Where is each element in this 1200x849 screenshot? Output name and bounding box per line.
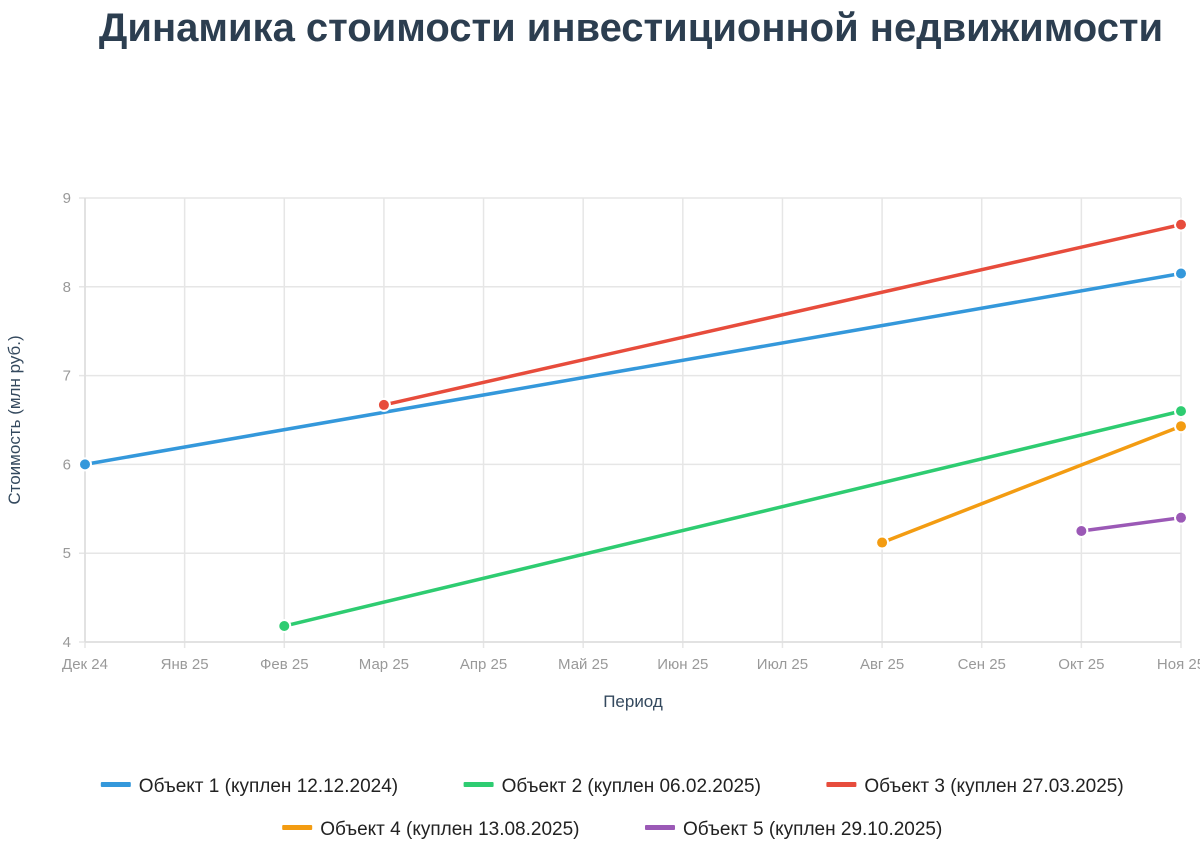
series-line xyxy=(880,424,1183,545)
data-point[interactable] xyxy=(277,619,292,634)
data-point[interactable] xyxy=(78,457,92,472)
series-4 xyxy=(875,419,1188,550)
legend-item[interactable]: Объект 4 (куплен 13.08.2025) xyxy=(282,819,580,840)
x-tick-label: Мар 25 xyxy=(359,656,409,673)
legend-label: Объект 3 (куплен 27.03.2025) xyxy=(864,776,1123,797)
chart-title: Динамика стоимости инвестиционной недвиж… xyxy=(98,6,1164,50)
legend-label: Объект 1 (куплен 12.12.2024) xyxy=(139,776,398,797)
data-point[interactable] xyxy=(1174,404,1188,419)
x-tick-label: Июн 25 xyxy=(657,656,708,673)
x-tick-label: Апр 25 xyxy=(460,656,507,673)
data-point[interactable] xyxy=(1174,266,1188,281)
legend-swatch xyxy=(463,782,494,787)
y-tick-label: 6 xyxy=(63,456,71,473)
legend-swatch xyxy=(282,825,313,830)
legend-swatch xyxy=(100,782,131,787)
y-axis-title: Стоимость (млн руб.) xyxy=(5,335,24,504)
data-point[interactable] xyxy=(1174,510,1188,525)
series-line xyxy=(382,222,1183,407)
y-tick-label: 8 xyxy=(63,279,71,296)
legend-label: Объект 2 (куплен 06.02.2025) xyxy=(502,776,761,797)
series-line xyxy=(83,271,1183,467)
series-2 xyxy=(277,404,1188,634)
legend-label: Объект 4 (куплен 13.08.2025) xyxy=(320,819,579,840)
legend-label: Объект 5 (куплен 29.10.2025) xyxy=(683,819,942,840)
data-point[interactable] xyxy=(1174,217,1188,232)
series-lines xyxy=(78,217,1188,634)
legend-item[interactable]: Объект 1 (куплен 12.12.2024) xyxy=(100,776,398,797)
series-line xyxy=(282,409,1183,628)
x-axis-title: Период xyxy=(603,692,663,711)
axes: 4 5 6 7 8 9 Дек 24 Янв 25 Фев 25 Мар 25 Апр 25 Май … xyxy=(62,190,1200,673)
x-tick-label: Дек 24 xyxy=(62,656,108,673)
x-tick-label: Авг 25 xyxy=(860,656,904,673)
x-tick-label: Июл 25 xyxy=(757,656,808,673)
y-tick-label: 7 xyxy=(63,368,71,385)
data-point[interactable] xyxy=(1074,524,1089,538)
legend-item[interactable]: Объект 2 (куплен 06.02.2025) xyxy=(463,776,761,797)
series-1 xyxy=(78,266,1188,472)
grid xyxy=(79,197,1182,648)
legend-swatch xyxy=(645,825,675,830)
series-3 xyxy=(376,217,1188,412)
legend-item[interactable]: Объект 5 (куплен 29.10.2025) xyxy=(645,819,942,840)
data-point[interactable] xyxy=(1174,419,1188,434)
y-tick-label: 5 xyxy=(63,545,71,562)
series-5 xyxy=(1074,510,1188,538)
series-line xyxy=(1079,515,1183,533)
y-tick-label: 9 xyxy=(63,190,71,207)
x-tick-label: Фев 25 xyxy=(260,656,309,673)
legend-item[interactable]: Объект 3 (куплен 27.03.2025) xyxy=(826,776,1124,797)
y-tick-label: 4 xyxy=(63,634,71,651)
x-tick-label: Сен 25 xyxy=(958,656,1006,673)
x-tick-label: Окт 25 xyxy=(1058,656,1104,673)
legend[interactable]: Объект 1 (куплен 12.12.2024) Объект 2 (ку… xyxy=(100,776,1124,840)
data-point[interactable] xyxy=(376,397,391,412)
data-point[interactable] xyxy=(875,535,890,550)
x-tick-label: Янв 25 xyxy=(161,656,209,673)
legend-swatch xyxy=(826,782,857,787)
x-tick-label: Май 25 xyxy=(558,656,608,673)
x-tick-label: Ноя 25 xyxy=(1157,656,1200,673)
